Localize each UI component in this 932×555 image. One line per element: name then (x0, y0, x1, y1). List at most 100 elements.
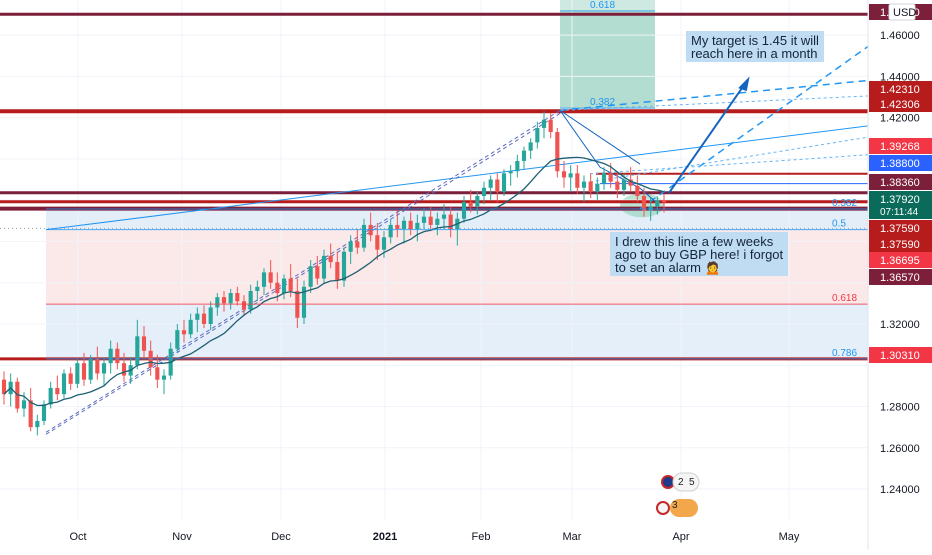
candle-body (115, 348, 120, 364)
candle-body (175, 330, 180, 349)
candle-body (561, 171, 567, 178)
price-tag-7 (869, 220, 932, 236)
candle-body (475, 196, 480, 207)
moving-average (3, 156, 665, 407)
candle-body (301, 286, 307, 318)
trend-mid-dotted (589, 136, 869, 183)
current-price-box (869, 191, 932, 219)
candle-body (381, 237, 387, 250)
candle-body (141, 336, 147, 351)
candle-body (548, 119, 553, 133)
price-tag-10 (869, 269, 932, 285)
y-tick-3: 1.32000 (880, 319, 920, 331)
candle-body (508, 171, 513, 174)
badge-count-c: 3 (672, 500, 678, 511)
candle-body (55, 387, 60, 395)
candle-body (108, 348, 113, 364)
target-note[interactable]: My target is 1.45 it will reach here in … (686, 31, 824, 62)
candle-body (1, 379, 7, 395)
x-tick-3: 2021 (373, 531, 397, 543)
price-axis[interactable]: 1.46000 1.44000 1.42000 1.32000 1.28000 1.260… (867, 0, 932, 550)
candle-body (328, 255, 333, 263)
price-tag-9 (869, 252, 932, 268)
price-tag-5 (869, 174, 932, 190)
price-tag-label-10: 1.36570 (880, 272, 920, 284)
trend-lines[interactable] (45, 45, 869, 435)
trend-drop-2 (559, 109, 641, 165)
candle-body (241, 301, 247, 310)
candle-body (195, 313, 200, 320)
candle-body (621, 179, 627, 190)
candle-body (21, 400, 27, 409)
y-tick-5: 1.26000 (880, 443, 920, 455)
candle-body (161, 375, 167, 380)
candle-body (595, 183, 600, 192)
price-tag-11 (869, 347, 932, 363)
price-tag-label-1: 1.42310 (880, 84, 920, 96)
candle-body (641, 196, 647, 211)
candle-body (655, 200, 660, 207)
target-arrow-head (738, 76, 750, 92)
candle-body (61, 373, 67, 395)
price-tag-8 (869, 236, 932, 252)
trend-base-dashed (45, 109, 561, 433)
trend-upper-dashed (559, 79, 869, 112)
candle-body (281, 278, 287, 294)
candle-body (75, 363, 80, 384)
candle-body (215, 297, 220, 308)
fib-label-5: 0.786 (832, 348, 857, 359)
price-tag-label-8: 1.37590 (880, 239, 920, 251)
candle-body (481, 187, 487, 197)
candle-body (541, 119, 547, 128)
candle-body (628, 179, 633, 186)
candle-body (41, 404, 47, 421)
candle-body (188, 319, 193, 335)
candle-body (321, 255, 327, 279)
price-tag-label-4: 1.38800 (880, 158, 920, 170)
candle-body (341, 251, 347, 281)
candle-body (601, 173, 607, 184)
trend-drop (559, 110, 656, 202)
y-tick-6: 1.24000 (880, 484, 920, 496)
price-tag-4 (869, 155, 932, 171)
candles (1, 111, 667, 436)
price-tag-label-11: 1.30310 (880, 350, 920, 362)
trend-lower-dashed (639, 45, 869, 210)
candle-body (388, 224, 393, 238)
candle-body (501, 173, 507, 192)
candle-body (201, 313, 207, 324)
candle-body (275, 282, 280, 294)
badge-count-b: 5 (689, 477, 695, 488)
candle-body (428, 216, 433, 225)
candle-body (101, 363, 107, 374)
candle-body (28, 400, 33, 428)
line-note[interactable]: I drew this line a few weeks ago to buy … (610, 232, 789, 276)
x-tick-0: Oct (69, 531, 86, 543)
price-tag-1 (869, 81, 932, 97)
currency-label: USD (893, 7, 916, 19)
candle-body (121, 363, 127, 376)
price-tag-label-3: 1.39268 (880, 141, 920, 153)
candle-body (408, 220, 413, 230)
time-axis[interactable]: Oct Nov Dec 2021 Feb Mar Apr May (69, 531, 799, 543)
x-tick-2: Dec (271, 531, 291, 543)
candle-body (528, 142, 533, 151)
candle-body (461, 202, 467, 219)
candle-body (448, 214, 453, 230)
fib-label-0: 0.618 (590, 0, 615, 11)
fib-label-4: 0.618 (832, 293, 857, 304)
y-tick-1: 1.44000 (880, 71, 920, 83)
target-arrow (668, 78, 749, 194)
event-badges[interactable]: 2 5 3 (651, 470, 701, 529)
candle-body (615, 181, 620, 190)
candle-body (648, 206, 653, 211)
candle-body (441, 214, 447, 219)
candle-body (421, 216, 427, 223)
candle-body (228, 293, 233, 304)
candle-body (315, 266, 320, 279)
candle-body (568, 173, 573, 178)
candle-body (81, 363, 87, 380)
candle-body (48, 387, 53, 405)
